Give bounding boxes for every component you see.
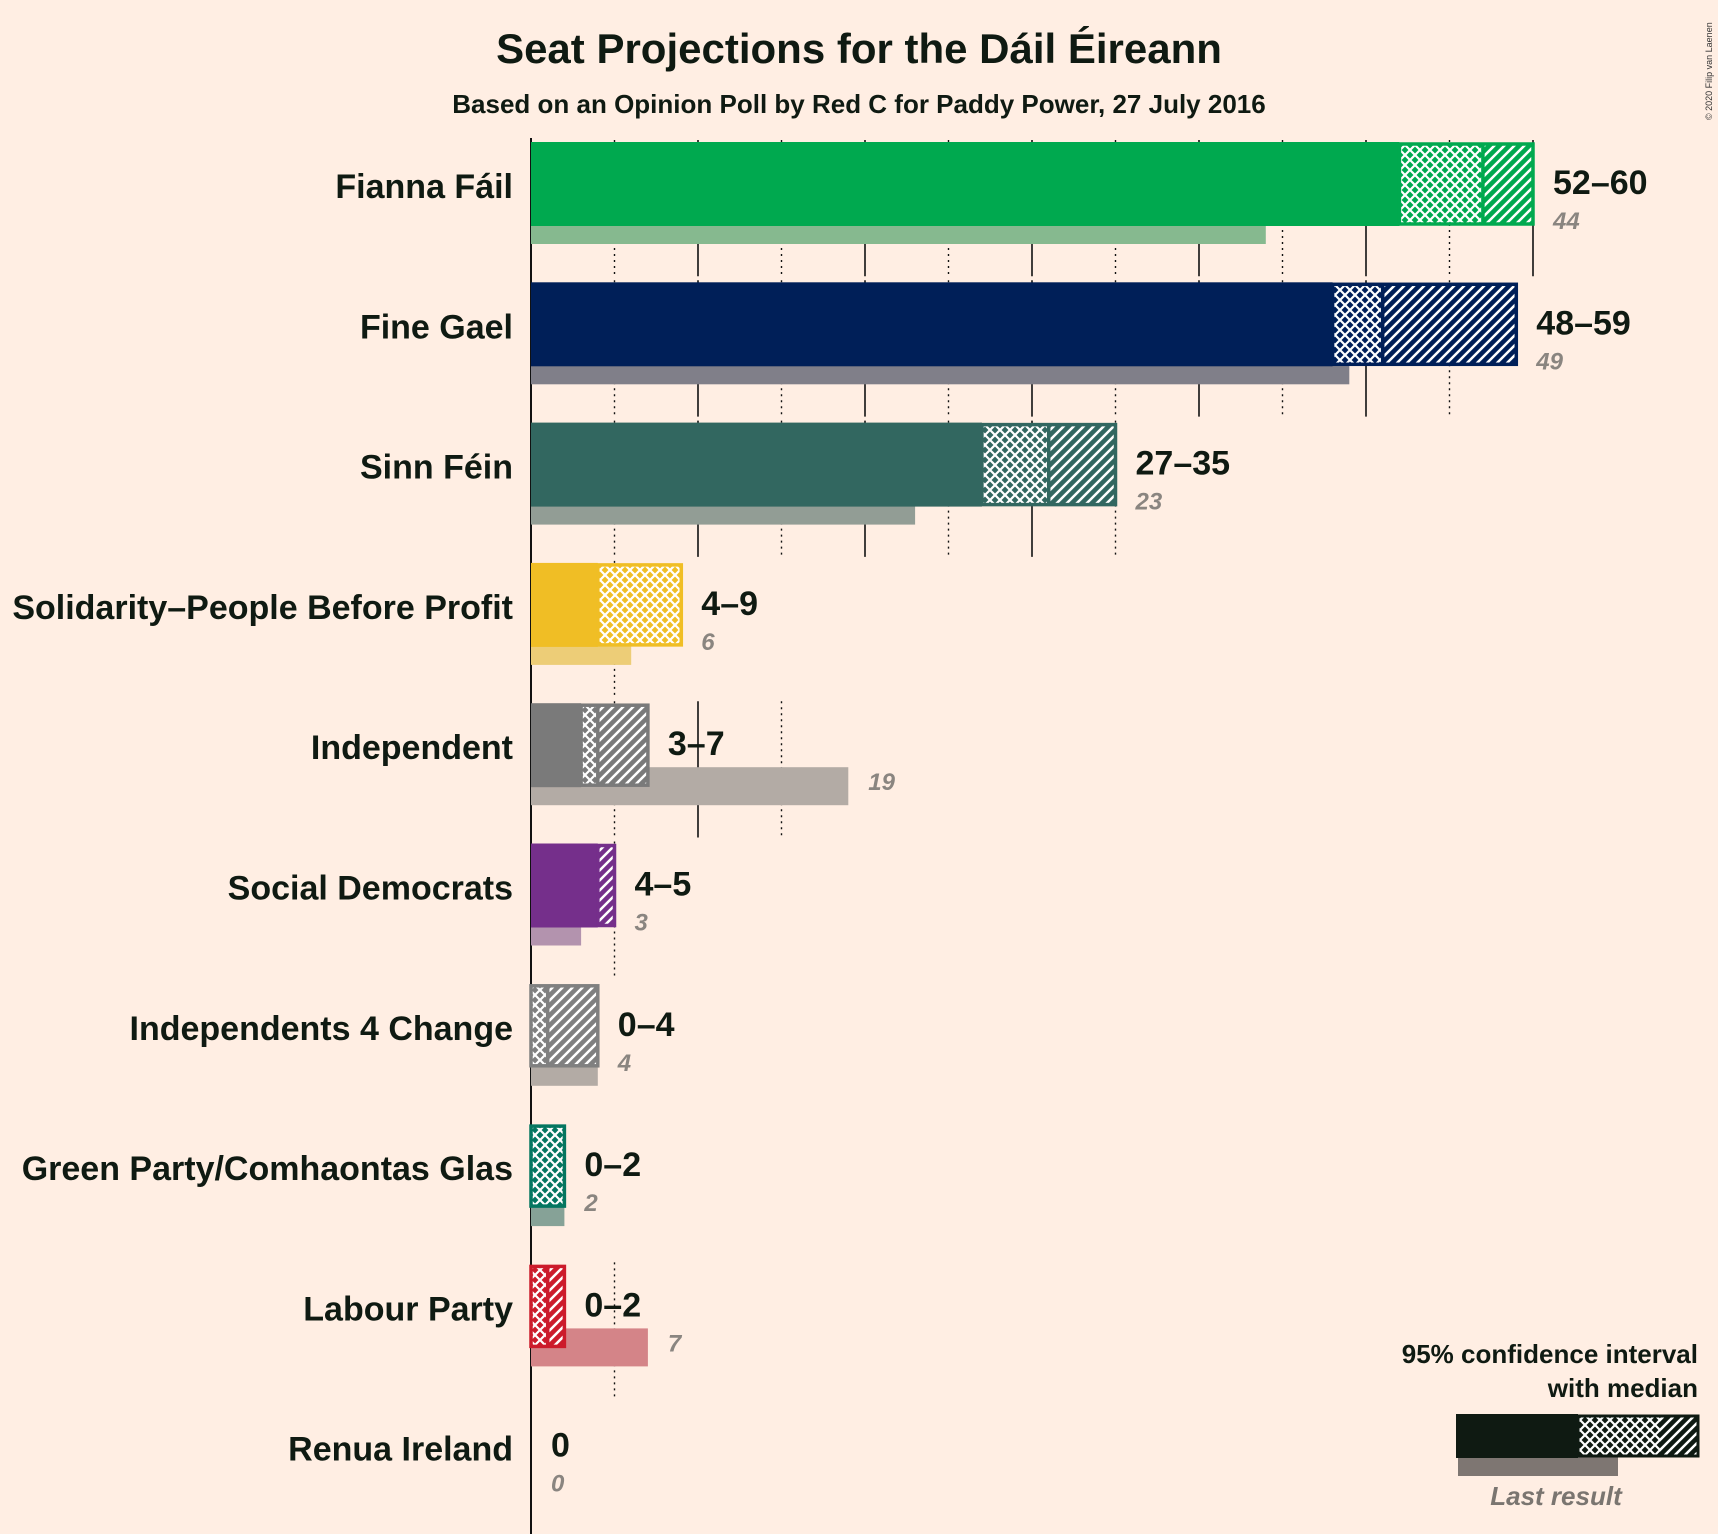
- bars-group: [529, 142, 1535, 1367]
- party-label: Independent: [311, 729, 513, 767]
- legend-title-line2: with median: [1547, 1373, 1698, 1403]
- range-label: 3–7: [668, 725, 725, 763]
- chart-subtitle: Based on an Opinion Poll by Red C for Pa…: [452, 89, 1265, 119]
- party-label: Fine Gael: [360, 308, 513, 346]
- range-label: 4–9: [701, 585, 758, 623]
- ci-outline: [1397, 142, 1535, 226]
- ci-median-hatch: [581, 705, 598, 786]
- ci-lower-bar: [531, 142, 1400, 226]
- party-label: Solidarity–People Before Profit: [12, 589, 513, 627]
- ci-outline: [579, 703, 650, 787]
- legend-diag-pattern: [1660, 1416, 1698, 1456]
- ci-median-hatch: [1332, 284, 1383, 365]
- last-result-label: 49: [1535, 348, 1563, 375]
- labels-group: Fianna Fáil 52–60 44 Fine Gael 48–59 49 Sinn F…: [12, 164, 1647, 1498]
- ci-upper-hatch: [1382, 284, 1517, 365]
- last-result-label: 6: [701, 629, 715, 656]
- range-label: 0–2: [584, 1286, 641, 1324]
- party-label: Fianna Fáil: [335, 168, 513, 206]
- last-result-label: 7: [668, 1330, 683, 1357]
- ci-outline: [1330, 282, 1519, 367]
- ci-outline: [596, 843, 617, 928]
- ci-upper-hatch: [547, 1266, 565, 1347]
- ci-lower-bar: [531, 843, 598, 928]
- ci-upper-hatch: [1048, 424, 1116, 505]
- copyright-note: © 2020 Filip van Laenen: [1704, 22, 1714, 120]
- last-result-label: 23: [1135, 489, 1163, 516]
- ci-lower-bar: [531, 703, 582, 788]
- last-result-label: 3: [635, 910, 649, 937]
- last-result-label: 2: [583, 1190, 598, 1217]
- ci-upper-hatch: [547, 985, 598, 1066]
- legend-solid-bar: [1456, 1414, 1578, 1458]
- ci-median-hatch: [531, 1266, 548, 1347]
- last-result-label: 19: [868, 769, 895, 796]
- range-label: 48–59: [1536, 304, 1631, 342]
- range-label: 4–5: [635, 866, 692, 904]
- ci-median-hatch: [531, 1126, 565, 1207]
- party-label: Social Democrats: [228, 870, 513, 908]
- legend-last-result-label: Last result: [1490, 1481, 1623, 1511]
- ci-median-hatch: [981, 424, 1049, 505]
- ci-lower-bar: [531, 282, 1333, 367]
- legend-title-line1: 95% confidence interval: [1402, 1339, 1698, 1369]
- party-label: Labour Party: [303, 1290, 513, 1328]
- party-label: Sinn Féin: [360, 449, 513, 487]
- last-result-label: 44: [1552, 208, 1580, 235]
- range-label: 27–35: [1136, 445, 1231, 483]
- last-result-label: 4: [617, 1050, 631, 1077]
- ci-upper-hatch: [597, 845, 615, 926]
- ci-upper-hatch: [597, 705, 648, 786]
- legend-ci-outline: [1576, 1414, 1700, 1458]
- range-label: 0: [551, 1427, 570, 1465]
- party-label: Green Party/Comhaontas Glas: [22, 1150, 513, 1188]
- party-label: Renua Ireland: [288, 1431, 513, 1469]
- ci-lower-bar: [531, 562, 598, 647]
- ci-median-hatch: [531, 985, 548, 1066]
- last-result-label: 0: [551, 1471, 565, 1498]
- range-label: 0–2: [584, 1146, 641, 1184]
- range-label: 0–4: [618, 1006, 675, 1044]
- ci-median-hatch: [1399, 144, 1483, 224]
- ci-lower-bar: [531, 422, 982, 507]
- range-label: 52–60: [1553, 164, 1648, 202]
- ci-median-hatch: [597, 564, 682, 645]
- ci-outline: [529, 1124, 567, 1208]
- legend-cross-pattern: [1578, 1416, 1660, 1456]
- party-label: Independents 4 Change: [130, 1010, 514, 1048]
- ci-outline: [529, 984, 600, 1068]
- ci-outline: [596, 563, 684, 647]
- legend: 95% confidence interval with median Last…: [1402, 1339, 1700, 1511]
- ci-upper-hatch: [1482, 144, 1533, 224]
- chart-title: Seat Projections for the Dáil Éireann: [496, 25, 1222, 72]
